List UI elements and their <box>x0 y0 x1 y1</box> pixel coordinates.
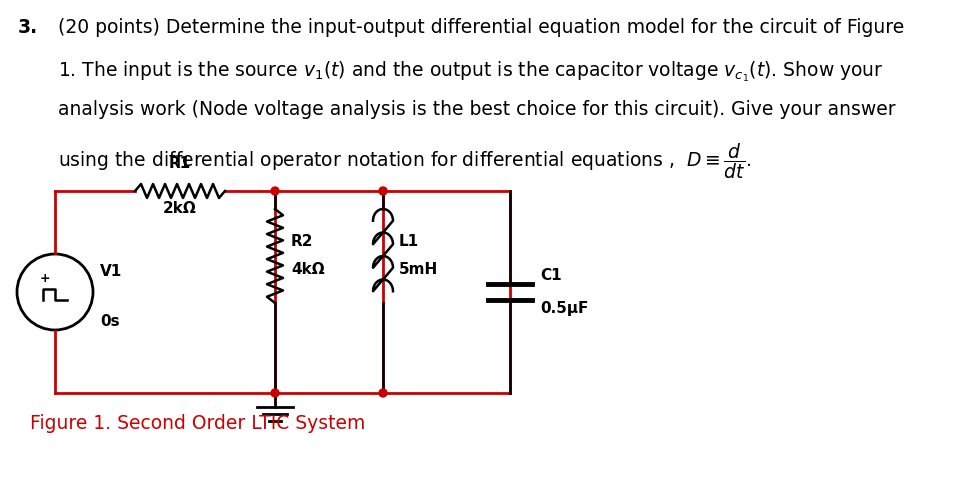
Text: 3.: 3. <box>18 18 38 37</box>
Circle shape <box>271 187 278 195</box>
Circle shape <box>379 187 387 195</box>
Text: 2kΩ: 2kΩ <box>163 201 196 216</box>
Text: 4kΩ: 4kΩ <box>291 262 324 278</box>
Text: V1: V1 <box>100 265 122 280</box>
Text: 0.5μF: 0.5μF <box>539 301 588 316</box>
Text: C1: C1 <box>539 269 561 283</box>
Text: analysis work (Node voltage analysis is the best choice for this circuit). Give : analysis work (Node voltage analysis is … <box>58 100 895 119</box>
Text: R2: R2 <box>291 235 314 249</box>
Text: 0s: 0s <box>100 315 119 329</box>
Text: R1: R1 <box>169 156 191 171</box>
Text: 5mH: 5mH <box>399 262 438 278</box>
Text: (20 points) Determine the input-output differential equation model for the circu: (20 points) Determine the input-output d… <box>58 18 904 37</box>
Text: +: + <box>40 272 50 284</box>
Text: using the differential operator notation for differential equations ,  $D\equiv\: using the differential operator notation… <box>58 141 750 181</box>
Circle shape <box>271 389 278 397</box>
Text: Figure 1. Second Order LTIC System: Figure 1. Second Order LTIC System <box>30 414 365 433</box>
Text: 1. The input is the source $v_1(t)$ and the output is the capacitor voltage $v_{: 1. The input is the source $v_1(t)$ and … <box>58 59 882 84</box>
Circle shape <box>379 389 387 397</box>
Text: L1: L1 <box>399 235 419 249</box>
